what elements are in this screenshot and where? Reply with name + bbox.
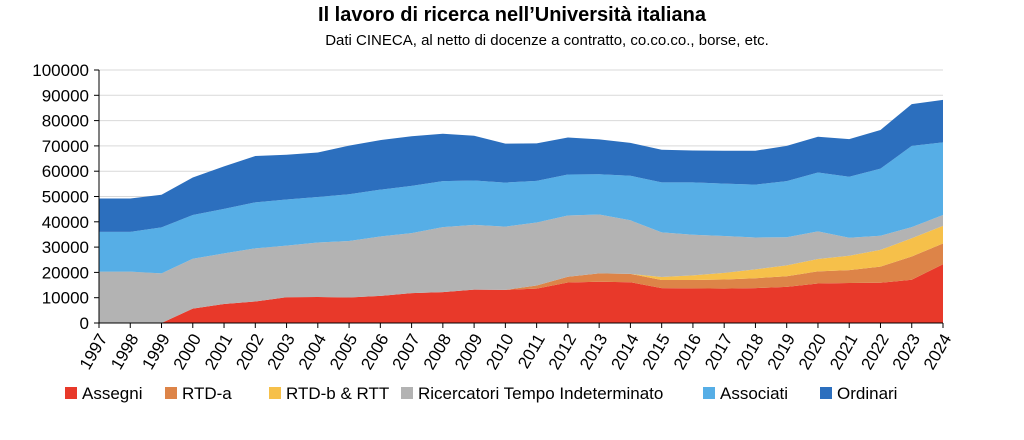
x-tick-label: 2016: [670, 331, 705, 373]
y-tick-label: 10000: [42, 289, 89, 308]
y-tick-label: 50000: [42, 188, 89, 207]
y-tick-label: 70000: [42, 137, 89, 156]
legend-item: RTD-b & RTT: [269, 384, 389, 403]
legend-label: Associati: [720, 384, 788, 403]
legend-swatch: [269, 387, 281, 399]
x-tick-label: 2024: [920, 331, 955, 373]
area-series: [99, 99, 943, 323]
legend-item: Associati: [703, 384, 788, 403]
x-tick-labels: 1997199819992000200120022003200420052006…: [76, 331, 955, 373]
area-ricercatori-tempo-indeterminato: [99, 214, 943, 323]
area-assegni: [99, 264, 943, 323]
chart-title: Il lavoro di ricerca nell’Università ita…: [318, 4, 706, 26]
x-tick-label: 2014: [607, 331, 642, 373]
x-tick-label: 2008: [420, 331, 455, 373]
x-tick-label: 2004: [295, 331, 330, 373]
axes: [94, 69, 944, 328]
x-tick-label: 2005: [326, 331, 361, 373]
chart-subtitle: Dati CINECA, al netto di docenze a contr…: [325, 32, 769, 49]
legend-label: Assegni: [82, 384, 142, 403]
area-rtd-b-rtt: [99, 225, 943, 323]
x-tick-label: 2009: [451, 331, 486, 373]
area-associati: [99, 142, 943, 274]
legend-swatch: [65, 387, 77, 399]
x-tick-label: 2001: [201, 331, 236, 373]
legend-item: Ricercatori Tempo Indeterminato: [401, 384, 663, 403]
legend: Assegni RTD-a RTD-b & RTT Ricercatori Tempo…: [65, 384, 897, 403]
x-tick-label: 1998: [107, 331, 142, 373]
x-tick-label: 2013: [576, 331, 611, 373]
y-tick-label: 20000: [42, 263, 89, 282]
x-tick-label: 2012: [545, 331, 580, 373]
x-tick-label: 2019: [764, 331, 799, 373]
x-tick-label: 2018: [732, 331, 767, 373]
area-ordinari: [99, 99, 943, 232]
y-tick-label: 100000: [32, 61, 89, 80]
legend-item: RTD-a: [165, 384, 232, 403]
x-tick-label: 2015: [639, 331, 674, 373]
legend-swatch: [820, 387, 832, 399]
x-tick-label: 2023: [889, 331, 924, 373]
y-tick-label: 80000: [42, 112, 89, 131]
legend-swatch: [165, 387, 177, 399]
legend-item: Ordinari: [820, 384, 897, 403]
legend-label: Ordinari: [837, 384, 897, 403]
y-tick-label: 0: [80, 314, 89, 333]
x-tick-label: 2017: [701, 331, 736, 373]
y-tick-label: 60000: [42, 162, 89, 181]
x-tick-label: 2000: [170, 331, 205, 373]
y-tick-label: 30000: [42, 238, 89, 257]
x-tick-label: 1999: [138, 331, 173, 373]
legend-swatch: [401, 387, 413, 399]
area-rtd-a: [99, 243, 943, 323]
x-tick-label: 2022: [857, 331, 892, 373]
x-tick-label: 2010: [482, 331, 517, 373]
y-tick-label: 90000: [42, 86, 89, 105]
x-tick-label: 2011: [514, 331, 549, 372]
x-tick-label: 2007: [389, 331, 424, 373]
x-tick-label: 1997: [76, 331, 111, 373]
x-tick-label: 2002: [232, 331, 267, 373]
legend-label: RTD-a: [182, 384, 232, 403]
legend-item: Assegni: [65, 384, 142, 403]
y-tick-label: 40000: [42, 213, 89, 232]
legend-swatch: [703, 387, 715, 399]
x-tick-label: 2006: [357, 331, 392, 373]
legend-label: Ricercatori Tempo Indeterminato: [418, 384, 663, 403]
x-tick-label: 2021: [826, 331, 861, 373]
y-tick-labels: 0 10000 20000 30000 40000 50000 60000 70000 8000…: [32, 61, 89, 333]
x-tick-label: 2020: [795, 331, 830, 373]
x-tick-label: 2003: [263, 331, 298, 373]
legend-label: RTD-b & RTT: [286, 384, 389, 403]
